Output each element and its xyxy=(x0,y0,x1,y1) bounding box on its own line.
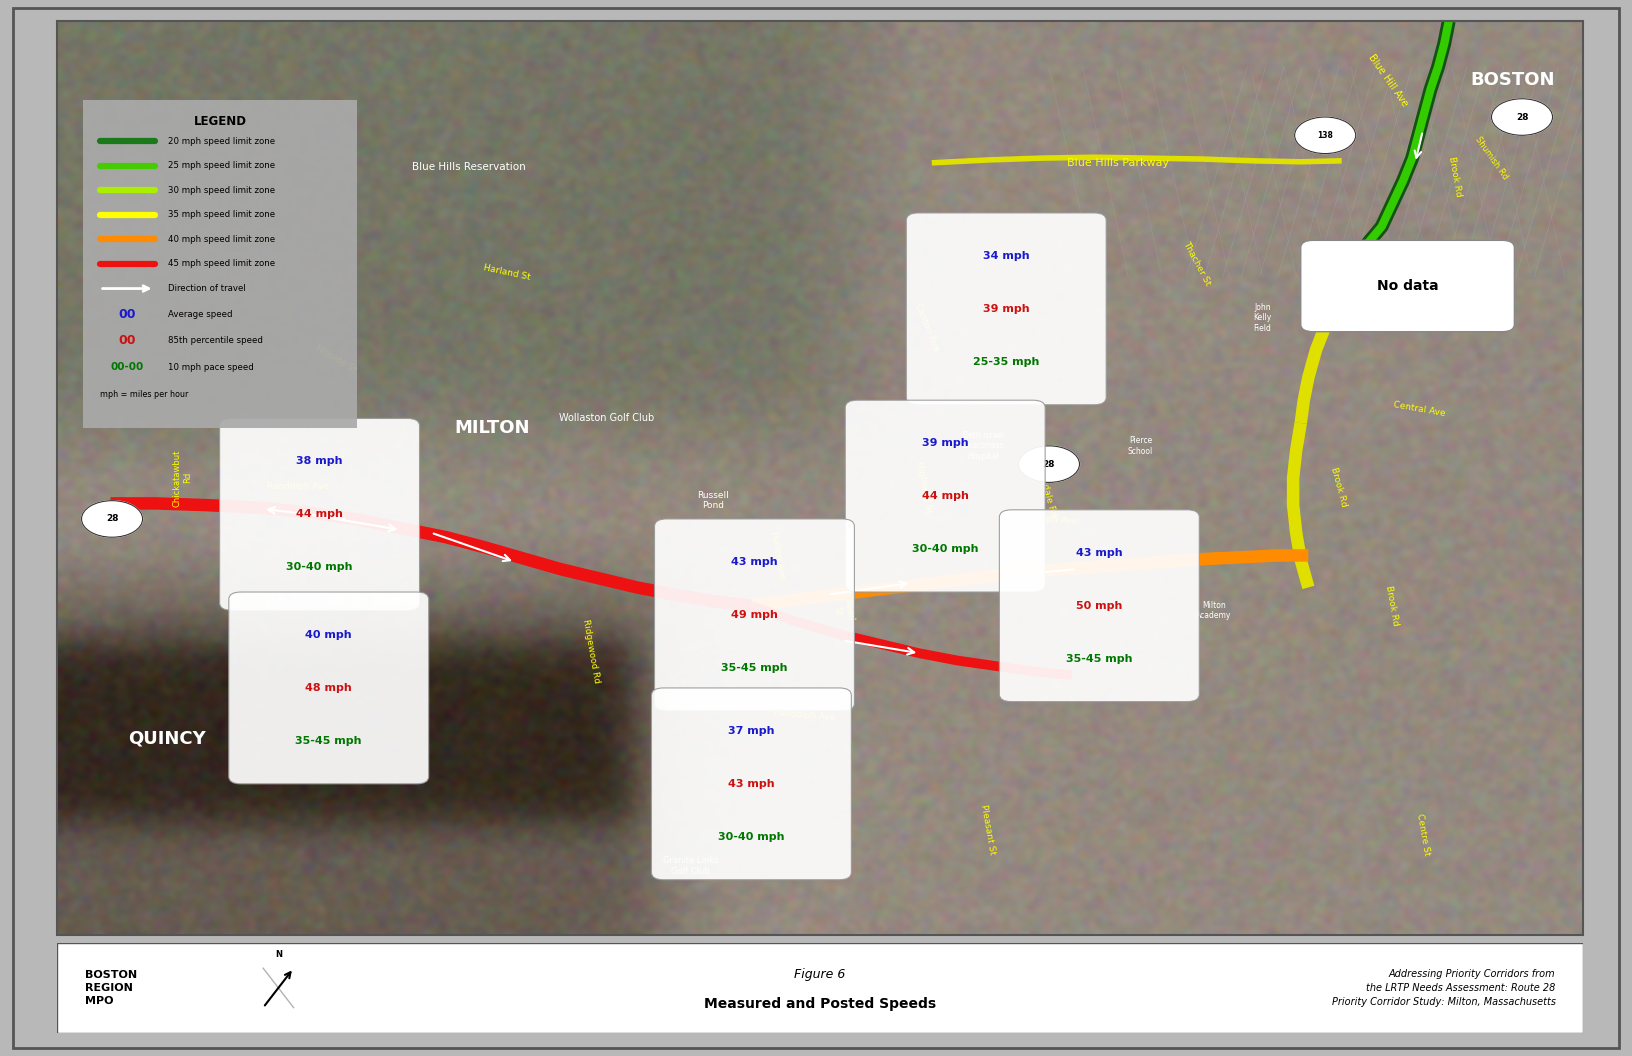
Text: 35 mph speed limit zone: 35 mph speed limit zone xyxy=(168,210,276,220)
Text: 48 mph: 48 mph xyxy=(305,683,353,693)
Text: 28: 28 xyxy=(1043,459,1056,469)
Text: Pierce
School: Pierce School xyxy=(1128,436,1154,455)
Text: Highland St: Highland St xyxy=(916,460,934,513)
Text: Thacher St: Thacher St xyxy=(1182,240,1213,287)
Text: BOSTON
REGION
MPO: BOSTON REGION MPO xyxy=(85,969,137,1006)
Text: 40 mph: 40 mph xyxy=(305,630,353,640)
Text: No data: No data xyxy=(1377,279,1438,293)
Text: Figure 6: Figure 6 xyxy=(795,968,845,981)
Text: 35-45 mph: 35-45 mph xyxy=(721,663,788,673)
Text: Blue Hill Ave: Blue Hill Ave xyxy=(1366,53,1410,109)
Text: 34 mph: 34 mph xyxy=(982,251,1030,261)
Circle shape xyxy=(1492,99,1552,135)
FancyBboxPatch shape xyxy=(999,510,1200,701)
Text: 39 mph: 39 mph xyxy=(982,304,1030,314)
Text: 30-40 mph: 30-40 mph xyxy=(718,832,785,842)
FancyBboxPatch shape xyxy=(1301,241,1514,332)
Text: 28: 28 xyxy=(106,514,118,524)
Text: Addressing Priority Corridors from
the LRTP Needs Assessment: Route 28
Priority : Addressing Priority Corridors from the L… xyxy=(1332,969,1555,1006)
Text: 138: 138 xyxy=(1317,131,1333,139)
Text: 43 mph: 43 mph xyxy=(731,557,778,567)
Circle shape xyxy=(82,501,142,538)
Text: Blue Hills Parkway: Blue Hills Parkway xyxy=(1067,157,1169,168)
Text: 44 mph: 44 mph xyxy=(922,491,969,502)
Text: Blue Hills Reservation: Blue Hills Reservation xyxy=(413,163,526,172)
Text: 30-40 mph: 30-40 mph xyxy=(286,563,353,572)
Text: 85th percentile speed: 85th percentile speed xyxy=(168,337,263,345)
Text: Pleasant St: Pleasant St xyxy=(979,804,997,855)
Text: Russell
Pond: Russell Pond xyxy=(697,491,730,510)
Text: John
Kelly
Field: John Kelly Field xyxy=(1253,303,1271,333)
Text: Canton Ave: Canton Ave xyxy=(912,301,940,353)
Text: Beth Israel
Deaconess
Hospital: Beth Israel Deaconess Hospital xyxy=(963,431,1004,460)
Text: 30 mph speed limit zone: 30 mph speed limit zone xyxy=(168,186,276,195)
Text: Brook Rd: Brook Rd xyxy=(1448,155,1462,197)
Circle shape xyxy=(1294,117,1356,153)
FancyBboxPatch shape xyxy=(906,213,1106,404)
Text: Central Ave: Central Ave xyxy=(1394,400,1446,418)
Text: 00: 00 xyxy=(119,335,135,347)
Text: Randolph Ave: Randolph Ave xyxy=(774,709,836,722)
Text: Brook Rd: Brook Rd xyxy=(1330,466,1348,508)
Text: Ridgewood Rd: Ridgewood Rd xyxy=(581,619,601,684)
Text: Hallen Ave: Hallen Ave xyxy=(769,531,787,580)
Text: 25-35 mph: 25-35 mph xyxy=(973,357,1040,366)
Text: 10 mph pace speed: 10 mph pace speed xyxy=(168,362,255,372)
Text: 45 mph speed limit zone: 45 mph speed limit zone xyxy=(168,260,276,268)
Text: MILTON: MILTON xyxy=(454,418,530,436)
FancyBboxPatch shape xyxy=(75,91,366,437)
Text: 00-00: 00-00 xyxy=(111,362,144,372)
Text: Centre St: Centre St xyxy=(1415,812,1431,855)
Text: 44 mph: 44 mph xyxy=(295,509,343,520)
Text: BOSTON: BOSTON xyxy=(1470,72,1555,90)
FancyBboxPatch shape xyxy=(654,518,855,711)
Text: LEGEND: LEGEND xyxy=(194,115,246,128)
FancyBboxPatch shape xyxy=(57,943,1583,1033)
Text: Reed
St: Reed St xyxy=(831,598,855,623)
Text: 00: 00 xyxy=(119,308,135,321)
Text: mph = miles per hour: mph = miles per hour xyxy=(100,391,188,399)
Text: 28: 28 xyxy=(1516,113,1528,121)
Text: N: N xyxy=(274,950,282,959)
Text: 39 mph: 39 mph xyxy=(922,438,968,448)
Circle shape xyxy=(1018,446,1079,483)
Text: Hillside St: Hillside St xyxy=(315,344,359,375)
Text: Milton
Academy: Milton Academy xyxy=(1196,601,1232,620)
Text: Chickatawbut
Rd: Chickatawbut Rd xyxy=(173,449,193,507)
Text: 37 mph: 37 mph xyxy=(728,725,775,736)
Text: 49 mph: 49 mph xyxy=(731,610,778,620)
Text: Reedsdale Rd: Reedsdale Rd xyxy=(1033,456,1058,518)
Text: Randolph Ave: Randolph Ave xyxy=(268,483,330,491)
Text: 38 mph: 38 mph xyxy=(297,456,343,467)
Text: Harland St: Harland St xyxy=(483,263,532,282)
Text: Granite Links
Golf Club: Granite Links Golf Club xyxy=(663,856,718,875)
FancyBboxPatch shape xyxy=(220,418,419,610)
Text: 50 mph: 50 mph xyxy=(1075,601,1123,610)
FancyBboxPatch shape xyxy=(228,592,429,784)
Text: 35-45 mph: 35-45 mph xyxy=(1066,654,1133,664)
Text: Brook Rd: Brook Rd xyxy=(1384,585,1400,626)
Text: 35-45 mph: 35-45 mph xyxy=(295,736,362,746)
Text: 43 mph: 43 mph xyxy=(1075,548,1123,558)
Text: Wollaston Golf Club: Wollaston Golf Club xyxy=(558,414,654,423)
Text: 20 mph speed limit zone: 20 mph speed limit zone xyxy=(168,136,276,146)
Text: Shumish Rd: Shumish Rd xyxy=(1474,135,1510,182)
Text: Direction of travel: Direction of travel xyxy=(168,284,246,294)
FancyBboxPatch shape xyxy=(651,687,852,880)
Text: 43 mph: 43 mph xyxy=(728,779,775,789)
Text: Measured and Posted Speeds: Measured and Posted Speeds xyxy=(703,997,937,1011)
Text: Average speed: Average speed xyxy=(168,310,233,319)
Text: 40 mph speed limit zone: 40 mph speed limit zone xyxy=(168,234,276,244)
Text: 25 mph speed limit zone: 25 mph speed limit zone xyxy=(168,162,276,170)
Text: Randolph Ave: Randolph Ave xyxy=(1015,512,1077,526)
Text: 30-40 mph: 30-40 mph xyxy=(912,544,979,554)
FancyBboxPatch shape xyxy=(845,400,1044,592)
Text: QUINCY: QUINCY xyxy=(127,730,206,748)
